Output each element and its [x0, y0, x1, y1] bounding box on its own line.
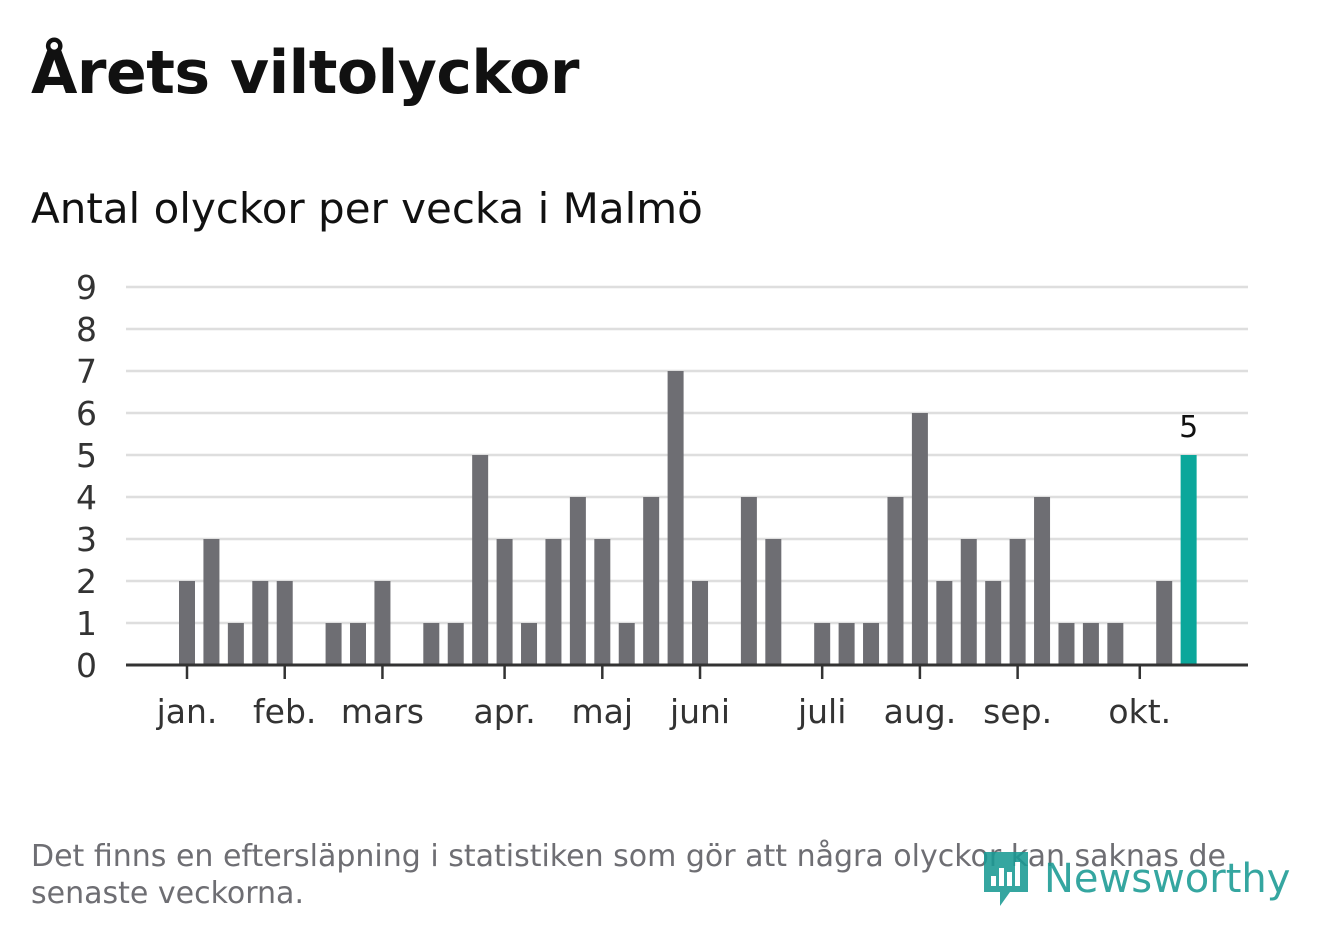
bar [1058, 623, 1075, 665]
bar [521, 623, 538, 665]
chart-title: Årets viltolyckor [31, 38, 580, 108]
bar [227, 623, 244, 665]
bar [911, 413, 928, 665]
y-tick-label: 3 [76, 520, 97, 559]
bar [1107, 623, 1124, 665]
bar [1034, 497, 1051, 665]
bar [960, 539, 977, 665]
x-tick-label: mars [341, 692, 424, 731]
x-tick-label: apr. [473, 692, 535, 731]
bar [1009, 539, 1026, 665]
bar [496, 539, 513, 665]
x-tick-label: juli [797, 692, 846, 731]
bar [643, 497, 660, 665]
bar [692, 581, 709, 665]
x-tick-label: aug. [884, 692, 957, 731]
bar [569, 497, 586, 665]
bar [594, 539, 611, 665]
y-tick-label: 2 [76, 562, 97, 601]
bar [252, 581, 269, 665]
bar [447, 623, 464, 665]
bar [667, 371, 684, 665]
chart-subtitle: Antal olyckor per vecka i Malmö [31, 184, 703, 233]
y-tick-label: 6 [76, 394, 97, 433]
x-tick-label: maj [572, 692, 634, 731]
bar [887, 497, 904, 665]
y-tick-label: 7 [76, 352, 97, 391]
bar [472, 455, 489, 665]
bar [350, 623, 367, 665]
bar [1082, 623, 1099, 665]
x-tick-label: feb. [253, 692, 316, 731]
x-tick-label: okt. [1108, 692, 1171, 731]
bar [765, 539, 782, 665]
bar [985, 581, 1002, 665]
data-label-latest: 5 [1179, 410, 1198, 445]
bar [276, 581, 293, 665]
y-tick-label: 5 [76, 436, 97, 475]
x-tick-label: sep. [983, 692, 1052, 731]
newsworthy-logo-icon [984, 852, 1028, 906]
x-tick-label: juni [669, 692, 730, 731]
bar [863, 623, 880, 665]
bar [179, 581, 195, 665]
data-labels: 5 [1179, 410, 1198, 445]
bar [374, 581, 391, 665]
bars [179, 371, 1197, 665]
bar [838, 623, 855, 665]
bar [618, 623, 635, 665]
bar-highlight [1180, 455, 1197, 665]
bar [423, 623, 440, 665]
bar [740, 497, 757, 665]
x-axis: jan. feb. mars apr. maj juni juli aug. sep. okt. [126, 663, 1248, 731]
y-tick-label: 9 [76, 268, 97, 307]
bar [325, 623, 342, 665]
x-tick-label: jan. [156, 692, 218, 731]
newsworthy-logo-text: Newsworthy [1044, 856, 1291, 902]
y-tick-label: 1 [76, 604, 97, 643]
bar [936, 581, 953, 665]
gridlines [126, 285, 1248, 625]
bar [1156, 581, 1173, 665]
bar [203, 539, 220, 665]
bar [545, 539, 562, 665]
y-tick-label: 8 [76, 310, 97, 349]
bar [814, 623, 831, 665]
newsworthy-logo: Newsworthy [980, 848, 1290, 910]
y-tick-label: 4 [76, 478, 97, 517]
y-tick-label: 0 [76, 646, 97, 685]
